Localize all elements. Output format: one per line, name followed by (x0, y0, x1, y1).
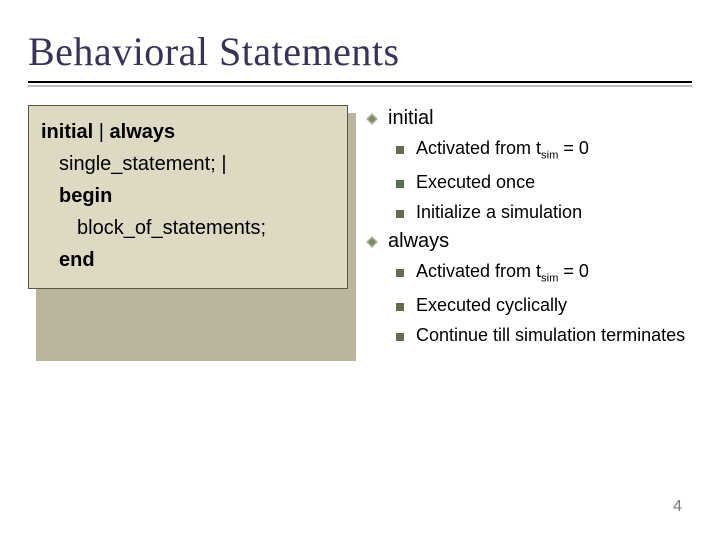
slide-number: 4 (673, 498, 682, 516)
list-item-text: Continue till simulation terminates (416, 323, 685, 347)
square-bullet-icon (396, 269, 404, 277)
list-item: Executed once (396, 170, 692, 194)
square-bullet-icon (396, 146, 404, 154)
bullet-list: initial Activated from tsim = 0 Executed o… (366, 105, 692, 353)
square-bullet-icon (396, 180, 404, 188)
list-item: Continue till simulation terminates (396, 323, 692, 347)
content-area: initial | always single_statement; | beg… (28, 105, 692, 353)
list-item-text: Initialize a simulation (416, 200, 582, 224)
square-bullet-icon (396, 303, 404, 311)
section-heading-text: always (388, 230, 449, 253)
list-item: Activated from tsim = 0 (396, 136, 692, 164)
code-box: initial | always single_statement; | beg… (28, 105, 348, 353)
list-item-text: Executed cyclically (416, 293, 567, 317)
list-item-text: Activated from tsim = 0 (416, 259, 589, 287)
list-item: Executed cyclically (396, 293, 692, 317)
code-line: end (41, 244, 335, 276)
slide-title: Behavioral Statements (28, 28, 692, 75)
code-line: single_statement; | (41, 148, 335, 180)
section-heading: always (366, 230, 692, 253)
list-item-text: Activated from tsim = 0 (416, 136, 589, 164)
code-line: begin (41, 180, 335, 212)
list-item: Activated from tsim = 0 (396, 259, 692, 287)
code-line: block_of_statements; (41, 212, 335, 244)
list-item-text: Executed once (416, 170, 535, 194)
diamond-bullet-icon (366, 231, 378, 243)
square-bullet-icon (396, 210, 404, 218)
section-heading-text: initial (388, 107, 434, 130)
list-item: Initialize a simulation (396, 200, 692, 224)
slide: Behavioral Statements initial | always s… (0, 0, 720, 540)
section-heading: initial (366, 107, 692, 130)
diamond-bullet-icon (366, 108, 378, 120)
square-bullet-icon (396, 333, 404, 341)
code-line: initial | always (41, 116, 335, 148)
title-underline (28, 81, 692, 87)
